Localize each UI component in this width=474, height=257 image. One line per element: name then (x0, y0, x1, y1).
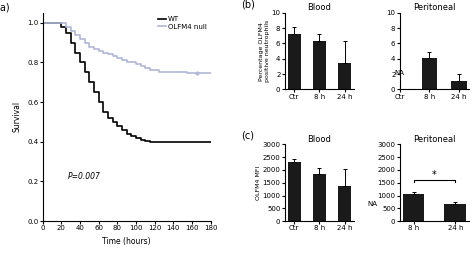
Title: Blood: Blood (308, 3, 331, 12)
Bar (338, 186, 351, 221)
Bar (313, 174, 326, 221)
Bar (288, 34, 301, 89)
Title: Peritoneal: Peritoneal (413, 135, 456, 144)
Text: (b): (b) (241, 0, 255, 9)
Text: NA: NA (394, 70, 405, 76)
Y-axis label: OLFM4 MFI: OLFM4 MFI (256, 166, 261, 200)
Bar (313, 41, 326, 89)
Text: (c): (c) (241, 131, 255, 141)
Text: NA: NA (367, 201, 377, 207)
Bar (422, 58, 437, 89)
Legend: WT, OLFM4 null: WT, OLFM4 null (158, 16, 207, 30)
Bar (445, 204, 466, 221)
Title: Peritoneal: Peritoneal (413, 3, 456, 12)
Y-axis label: Survival: Survival (13, 101, 22, 133)
Text: *: * (432, 170, 437, 180)
Text: (a): (a) (0, 3, 9, 12)
Bar (338, 63, 351, 89)
Y-axis label: Percentage OLFM4
positive neutrophils: Percentage OLFM4 positive neutrophils (259, 20, 270, 82)
Bar (403, 194, 424, 221)
Title: Blood: Blood (308, 135, 331, 144)
X-axis label: Time (hours): Time (hours) (102, 237, 151, 246)
Bar (288, 162, 301, 221)
Text: P=0.007: P=0.007 (68, 172, 100, 181)
Bar (451, 81, 467, 89)
